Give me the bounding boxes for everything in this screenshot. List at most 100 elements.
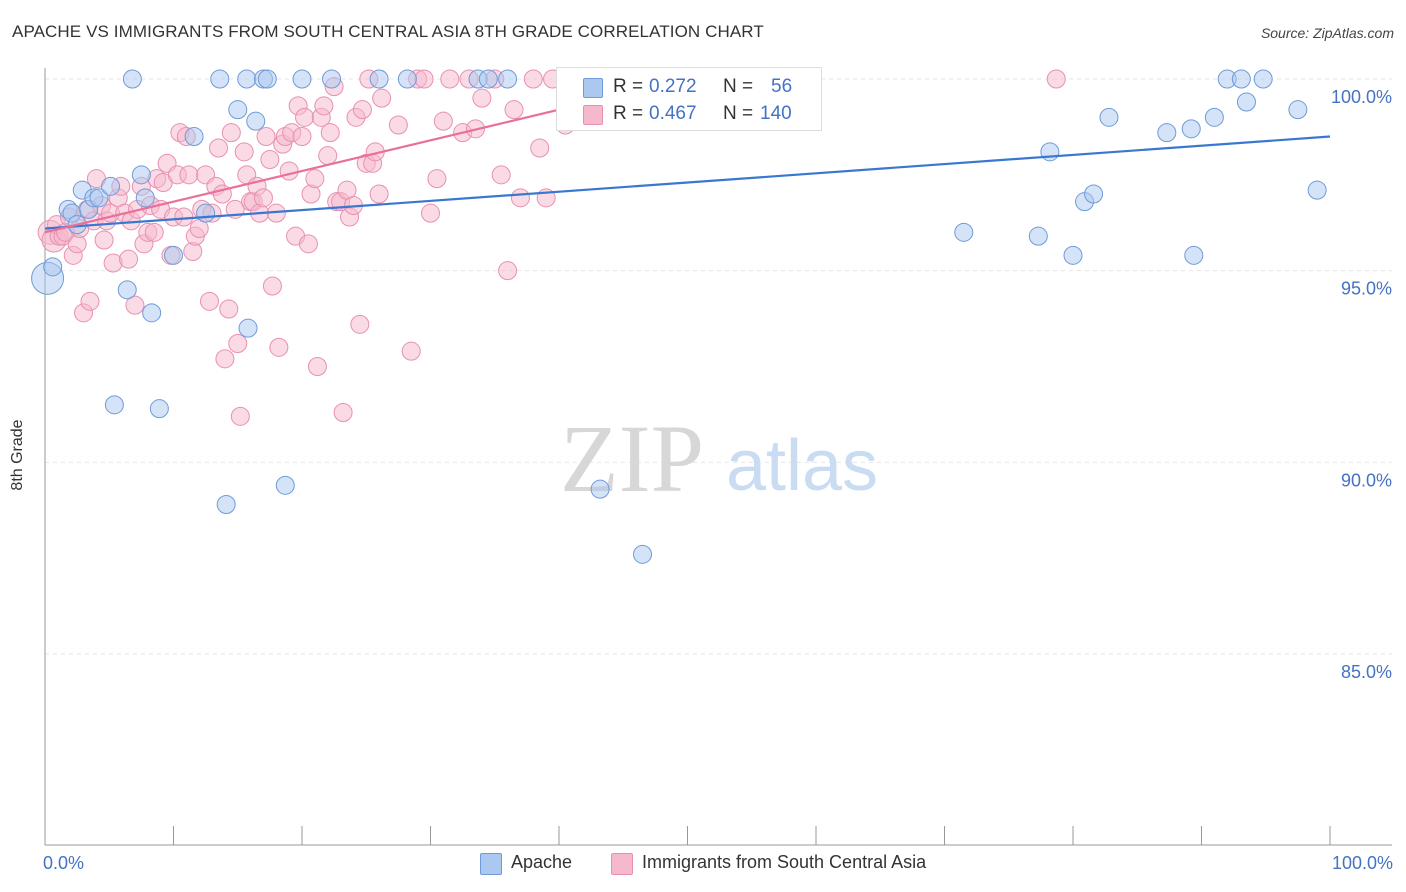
apache-point xyxy=(257,69,277,89)
immigrants-point xyxy=(230,406,250,426)
immigrants-point xyxy=(352,100,372,120)
immigrants-point xyxy=(179,165,199,185)
immigrants-point xyxy=(491,165,511,185)
apache-point xyxy=(135,188,155,208)
immigrants-swatch xyxy=(583,105,603,125)
apache-r-label: R = xyxy=(613,76,644,97)
immigrants-point xyxy=(295,107,315,127)
apache-point xyxy=(246,111,266,131)
apache-point xyxy=(131,165,151,185)
apache-point xyxy=(1253,69,1273,89)
apache-point xyxy=(238,318,258,338)
apache-point xyxy=(1204,107,1224,127)
immigrants-point xyxy=(510,188,530,208)
immigrants-point xyxy=(94,230,114,250)
apache-point xyxy=(1288,100,1308,120)
immigrants-points xyxy=(37,69,1066,426)
apache-point xyxy=(954,222,974,242)
apache-point xyxy=(397,69,417,89)
apache-point xyxy=(498,69,518,89)
apache-point xyxy=(1040,142,1060,162)
immigrants-point xyxy=(144,222,164,242)
apache-point xyxy=(149,399,169,419)
immigrants-point xyxy=(369,184,389,204)
apache-point xyxy=(210,69,230,89)
apache-point xyxy=(1307,180,1327,200)
apache-point xyxy=(369,69,389,89)
apache-legend-swatch xyxy=(480,853,502,875)
immigrants-point xyxy=(320,123,340,143)
immigrants-point xyxy=(523,69,543,89)
source-label[interactable]: Source: ZipAtlas.com xyxy=(1260,25,1394,41)
apache-point xyxy=(228,100,248,120)
immigrants-point xyxy=(219,299,239,319)
apache-point xyxy=(590,479,610,499)
immigrants-point xyxy=(80,291,100,311)
immigrants-point xyxy=(174,207,194,227)
apache-point xyxy=(142,303,162,323)
immigrants-legend-swatch xyxy=(611,853,633,875)
y-tick-label: 95.0% xyxy=(1341,279,1392,299)
apache-point xyxy=(633,544,653,564)
immigrants-point xyxy=(262,276,282,296)
immigrants-point xyxy=(314,96,334,116)
immigrants-point xyxy=(401,341,421,361)
apache-point xyxy=(1181,119,1201,139)
apache-point xyxy=(104,395,124,415)
immigrants-point xyxy=(427,169,447,189)
watermark-zip: ZIP xyxy=(560,405,704,512)
immigrants-point xyxy=(433,111,453,131)
apache-point xyxy=(478,69,498,89)
y-axis-label: 8th Grade xyxy=(9,419,26,491)
immigrants-point xyxy=(199,291,219,311)
immigrants-r-value: 0.467 xyxy=(649,103,697,124)
apache-trend-line xyxy=(44,135,1331,230)
legend-row-immigrants: R = 0.467 N = 140 xyxy=(557,101,821,127)
immigrants-point xyxy=(350,314,370,334)
apache-point xyxy=(184,127,204,146)
immigrants-point xyxy=(305,169,325,189)
apache-legend-label: Apache xyxy=(511,852,573,872)
y-tick-label: 85.0% xyxy=(1341,662,1392,682)
immigrants-point xyxy=(414,69,434,89)
apache-point xyxy=(237,69,257,89)
apache-point xyxy=(216,495,236,514)
apache-r-value: 0.272 xyxy=(649,76,697,97)
immigrants-point xyxy=(221,123,241,143)
immigrants-point xyxy=(440,69,460,89)
immigrants-point xyxy=(260,150,280,169)
apache-point xyxy=(1184,245,1204,265)
stats-legend: R = 0.272 N = 56 R = 0.467 N = 140 xyxy=(556,67,822,131)
immigrants-point xyxy=(269,337,289,357)
legend-row-apache: R = 0.272 N = 56 xyxy=(557,74,821,100)
immigrants-r-label: R = xyxy=(613,103,644,124)
immigrants-point xyxy=(388,115,408,135)
immigrants-point xyxy=(307,357,327,376)
apache-point xyxy=(1084,184,1104,204)
apache-point xyxy=(1028,226,1048,246)
apache-point xyxy=(89,188,109,208)
apache-point xyxy=(122,69,142,89)
x-tick-label: 100.0% xyxy=(1332,853,1393,873)
immigrants-point xyxy=(279,161,299,181)
apache-n-label: N = xyxy=(723,76,754,97)
immigrants-point xyxy=(504,100,524,120)
apache-point xyxy=(117,280,137,300)
immigrants-point xyxy=(421,203,440,223)
y-tick-label: 100.0% xyxy=(1331,87,1392,107)
immigrants-point xyxy=(292,127,312,146)
chart-title: APACHE VS IMMIGRANTS FROM SOUTH CENTRAL … xyxy=(12,22,764,41)
gridlines xyxy=(45,78,1392,655)
apache-point xyxy=(292,69,312,89)
apache-point xyxy=(1236,92,1256,112)
immigrants-n-value: 140 xyxy=(760,103,792,124)
tick-labels: 100.0% 95.0% 90.0% 85.0% 0.0% 100.0% xyxy=(43,87,1393,873)
apache-point xyxy=(322,69,342,89)
apache-swatch xyxy=(583,78,603,98)
immigrants-point xyxy=(298,234,318,254)
apache-points xyxy=(31,69,1327,564)
apache-point xyxy=(275,475,295,495)
immigrants-legend-label: Immigrants from South Central Asia xyxy=(642,852,927,872)
immigrants-point xyxy=(318,146,338,166)
